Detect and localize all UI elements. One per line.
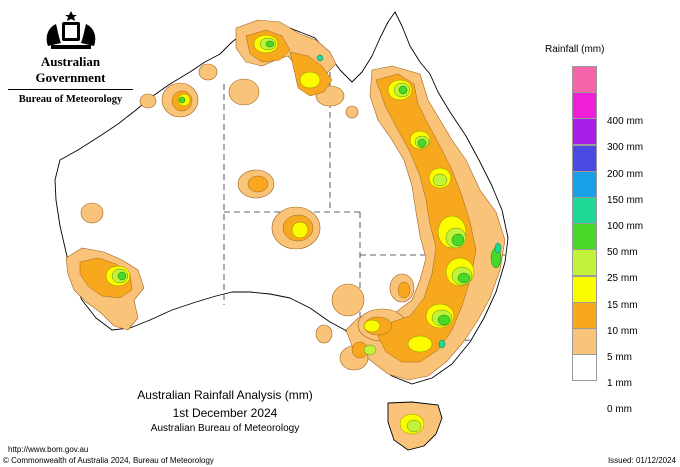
copyright-notice: © Commonwealth of Australia 2024, Bureau… <box>3 456 214 465</box>
website-link[interactable]: http://www.bom.gov.au <box>8 445 89 454</box>
legend-title: Rainfall (mm) <box>545 44 605 55</box>
legend-swatch <box>572 118 597 146</box>
legend-swatch <box>572 249 597 277</box>
legend-label: 5 mm <box>607 352 632 363</box>
bureau-name: Bureau of Meteorology <box>18 94 123 105</box>
legend-swatch <box>572 301 597 329</box>
legend-swatch <box>572 275 597 303</box>
legend-swatch <box>572 66 597 93</box>
legend-swatch <box>572 354 597 382</box>
rain-50mm <box>316 54 502 349</box>
legend-swatch <box>572 92 597 120</box>
legend-swatch <box>572 328 597 355</box>
legend-label: 25 mm <box>607 273 638 285</box>
government-name: Australian Government <box>35 54 106 85</box>
legend-label: 100 mm <box>607 221 644 232</box>
legend-swatch <box>572 144 597 172</box>
legend-label: 200 mm <box>607 168 644 180</box>
legend-swatch <box>572 170 597 198</box>
legend-swatch <box>572 223 597 251</box>
rain-25mm <box>117 40 502 326</box>
legend-label: 0 mm <box>607 404 632 416</box>
header-divider <box>8 89 133 90</box>
legend-swatch <box>572 197 597 224</box>
legend-label: 300 mm <box>607 142 644 154</box>
map-date: 1st December 2024 <box>172 406 278 420</box>
agency-header: Australian Government Bureau of Meteorol… <box>8 10 133 105</box>
legend-label: 50 mm <box>607 247 638 259</box>
map-organisation: Australian Bureau of Meteorology <box>150 423 300 434</box>
rain-5mm <box>79 29 477 363</box>
legend-label: 400 mm <box>607 116 644 128</box>
legend-label: 1 mm <box>607 378 632 390</box>
coat-of-arms-icon <box>46 11 95 49</box>
legend-label: 150 mm <box>607 194 644 206</box>
issued-date: Issued: 01/12/2024 <box>607 456 676 465</box>
legend-label: 10 mm <box>607 325 638 337</box>
legend-label: 15 mm <box>607 299 638 311</box>
map-title: Australian Rainfall Analysis (mm) <box>137 388 313 402</box>
